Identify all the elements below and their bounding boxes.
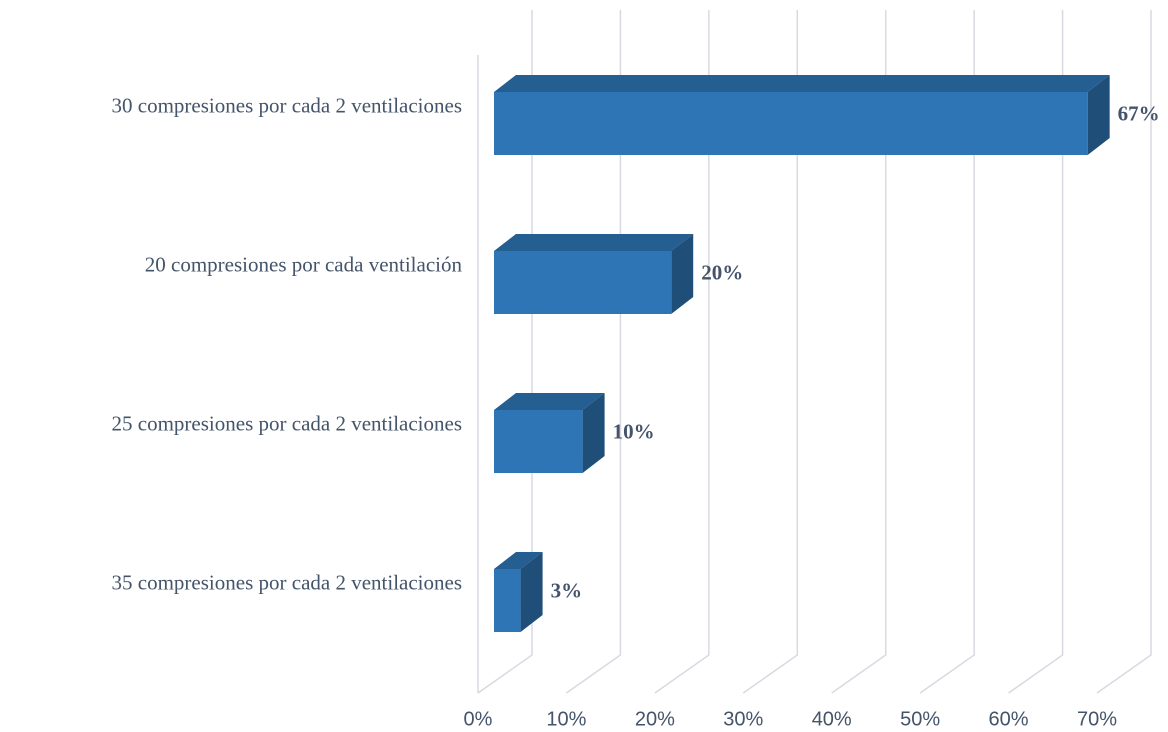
bar-front: [494, 410, 583, 473]
bar-side: [520, 552, 543, 632]
grid-line: [1096, 10, 1152, 694]
bar-side: [671, 234, 694, 314]
bar-top: [494, 393, 605, 410]
grid-line: [654, 10, 710, 694]
bar-front: [494, 251, 672, 314]
bar-front: [494, 569, 521, 632]
bar: [494, 393, 605, 473]
x-tick-label: 0%: [464, 708, 493, 730]
data-label: 20%: [701, 260, 743, 284]
y-tick-label: 20 compresiones por cada ventilación: [145, 252, 463, 276]
x-tick-label: 10%: [546, 708, 586, 730]
grid-line: [831, 10, 887, 694]
data-label: 3%: [551, 578, 583, 602]
x-tick-label: 60%: [989, 708, 1029, 730]
bar: [494, 75, 1110, 155]
x-tick-label: 40%: [812, 708, 852, 730]
y-tick-label: 30 compresiones por cada 2 ventilaciones: [112, 93, 462, 117]
x-tick-label: 20%: [635, 708, 675, 730]
grid-line: [565, 10, 622, 694]
bar-top: [494, 234, 694, 251]
grid-line: [919, 10, 975, 694]
data-label: 67%: [1118, 101, 1160, 125]
bar: [494, 234, 694, 314]
x-tick-label: 30%: [723, 708, 763, 730]
grid-line: [742, 10, 799, 694]
bar-side: [582, 393, 605, 473]
x-tick-label: 70%: [1077, 708, 1117, 730]
y-tick-label: 25 compresiones por cada 2 ventilaciones: [112, 411, 462, 435]
y-tick-label: 35 compresiones por cada 2 ventilaciones: [112, 570, 462, 594]
bar-top: [494, 75, 1110, 92]
bar-side: [1087, 75, 1110, 155]
grid-line: [1008, 10, 1064, 694]
bar-front: [494, 92, 1088, 155]
bar: [494, 552, 543, 632]
x-tick-label: 50%: [900, 708, 940, 730]
grid-line: [477, 10, 533, 694]
bar-top: [494, 552, 543, 569]
data-label: 10%: [613, 419, 655, 443]
